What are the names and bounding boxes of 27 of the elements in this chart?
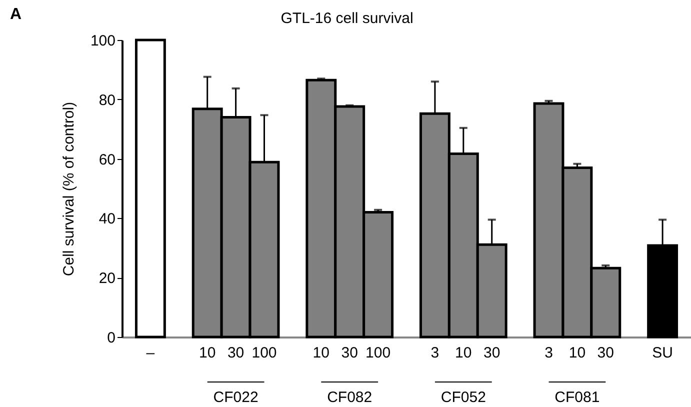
text: A	[10, 6, 22, 23]
y-tick-label: 40	[98, 210, 116, 228]
y-tick-label: 0	[107, 330, 116, 346]
x-tick-label: 3	[544, 344, 553, 362]
x-tick-label: 30	[484, 344, 500, 362]
x-tick-label: 100	[252, 344, 277, 362]
x-tick-label: 30	[227, 344, 244, 362]
x-tick-label: 3	[430, 344, 440, 362]
x-tick-label: 10	[455, 344, 472, 362]
y-tick-label: 20	[98, 270, 116, 288]
x-tick-label: 100	[366, 344, 391, 362]
x-tick-label: 10	[199, 344, 216, 362]
y-axis-title: Cell survival (% of control)	[60, 102, 78, 276]
chart-title: GTL-16 cell survival	[280, 10, 414, 27]
x-tick-label: –	[146, 344, 156, 362]
x-tick-label: 10	[312, 344, 330, 362]
text: CF081	[554, 389, 600, 406]
text: CF082	[327, 389, 372, 406]
y-tick-label: 80	[98, 92, 116, 109]
x-tick-label: 30	[341, 344, 358, 362]
text: CF022	[213, 389, 258, 406]
text: CF052	[440, 389, 486, 406]
y-tick-label: 60	[98, 151, 116, 168]
y-tick-label: 100	[90, 32, 116, 50]
x-tick-label: 30	[597, 344, 614, 362]
x-tick-label: 10	[568, 344, 586, 362]
x-tick-label: SU	[652, 344, 673, 362]
